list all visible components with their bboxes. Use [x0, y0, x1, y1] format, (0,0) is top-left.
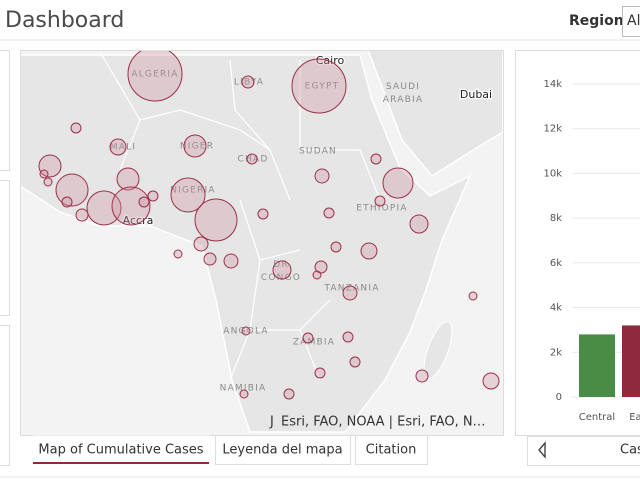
country-label: TANZANIA [323, 284, 379, 294]
tab[interactable] [355, 435, 428, 465]
case-bubble[interactable] [342, 285, 358, 301]
case-bubble[interactable] [109, 138, 127, 156]
tab[interactable] [33, 435, 210, 465]
chart-tab-bar [527, 436, 640, 466]
case-bubble[interactable] [86, 190, 122, 226]
case-bubble[interactable] [257, 208, 269, 220]
country-label: ZAMBIA [293, 338, 335, 348]
country-label: MALI [110, 143, 136, 153]
y-tick-label: 10k [543, 168, 562, 179]
case-bubble[interactable] [241, 326, 251, 336]
y-tick-label: 6k [550, 258, 562, 269]
case-bubble[interactable] [302, 332, 314, 344]
case-bubble[interactable] [147, 190, 159, 202]
bar[interactable] [622, 325, 640, 397]
country-label: SUDAN [299, 147, 337, 157]
x-tick-label: Central [579, 412, 615, 423]
case-bubble[interactable] [312, 270, 322, 280]
country-label: DRCONGO [261, 260, 301, 283]
case-bubble[interactable] [272, 260, 292, 280]
case-bubble[interactable] [330, 241, 342, 253]
case-bubble[interactable] [415, 369, 429, 383]
case-bubble[interactable] [39, 169, 49, 179]
case-bubble[interactable] [342, 331, 354, 343]
case-bubble[interactable] [61, 196, 73, 208]
case-bubble[interactable] [370, 153, 382, 165]
case-bubble[interactable] [374, 195, 386, 207]
case-bubble[interactable] [314, 168, 330, 184]
country-label: NIGERIA [170, 186, 216, 196]
region-label: Region [569, 13, 624, 29]
x-tick-label: East [629, 412, 640, 423]
case-bubble[interactable] [173, 249, 183, 259]
tab-active-indicator [33, 462, 209, 464]
case-bubble[interactable] [183, 134, 207, 158]
case-bubble[interactable] [138, 196, 150, 208]
case-bubble[interactable] [468, 291, 478, 301]
country-label: NAMIBIA [220, 384, 267, 394]
y-tick-label: 8k [550, 213, 562, 224]
case-bubble[interactable] [193, 236, 209, 252]
arabia-land [367, 51, 503, 177]
side-panel [0, 180, 10, 316]
tab-label[interactable]: Leyenda del mapa [222, 443, 342, 458]
africa-land [21, 54, 472, 433]
case-bubble[interactable] [75, 208, 89, 222]
case-bubble[interactable] [116, 167, 140, 191]
country-label: ETHIOPIA [356, 204, 408, 214]
y-tick-label: 2k [550, 347, 562, 358]
case-bubble[interactable] [241, 75, 255, 89]
country-label: CHAD [238, 155, 269, 165]
case-bubble[interactable] [283, 388, 295, 400]
case-bubble[interactable] [409, 214, 429, 234]
city-label: Dubai [460, 88, 492, 101]
case-bubble[interactable] [127, 47, 183, 102]
tab-label[interactable]: Citation [366, 443, 417, 458]
y-tick-label: 0 [556, 392, 562, 403]
tab-label[interactable]: Map of Cumulative Cases [38, 443, 203, 458]
country-label: EGYPT [305, 82, 340, 92]
case-bubble[interactable] [239, 389, 249, 399]
case-bubble[interactable] [482, 372, 500, 390]
country-label: NIGER [180, 142, 214, 152]
title: Dashboard [5, 8, 124, 33]
case-bubble[interactable] [111, 186, 151, 226]
attribution: Esri, FAO, NOAA | Esri, FAO, N… [281, 415, 486, 430]
case-bubble[interactable] [291, 58, 347, 114]
case-bubble[interactable] [323, 207, 335, 219]
y-tick-label: 12k [543, 124, 562, 135]
case-bubble[interactable] [349, 356, 361, 368]
country-label: LIBYA [234, 78, 264, 88]
city-label: Cairo [316, 54, 345, 67]
chart-panel [515, 50, 640, 436]
case-bubble[interactable] [43, 177, 53, 187]
attribution-icon: J [269, 415, 274, 430]
country-label: ANGOLA [223, 327, 269, 337]
side-panel [0, 325, 10, 466]
y-tick-label: 14k [543, 79, 562, 90]
case-bubble[interactable] [223, 253, 239, 269]
tab[interactable] [215, 435, 351, 465]
country-label: ALGERIA [131, 70, 178, 80]
case-bubble[interactable] [382, 167, 414, 199]
chart-tab[interactable]: Cas [620, 443, 640, 458]
region-value: Al [627, 13, 640, 29]
case-bubble[interactable] [38, 154, 62, 178]
y-tick-label: 4k [550, 303, 562, 314]
case-bubble[interactable] [194, 198, 238, 242]
case-bubble[interactable] [70, 122, 82, 134]
case-bubble[interactable] [360, 242, 378, 260]
prev-arrow[interactable] [538, 441, 546, 459]
region-dropdown[interactable] [622, 6, 640, 37]
case-bubble[interactable] [170, 177, 206, 213]
case-bubble[interactable] [203, 252, 217, 266]
bar[interactable] [579, 334, 615, 397]
case-bubble[interactable] [314, 367, 326, 379]
case-bubble[interactable] [246, 153, 258, 165]
country-label: SAUDI ARABIA [383, 82, 423, 105]
side-panel [0, 50, 10, 171]
